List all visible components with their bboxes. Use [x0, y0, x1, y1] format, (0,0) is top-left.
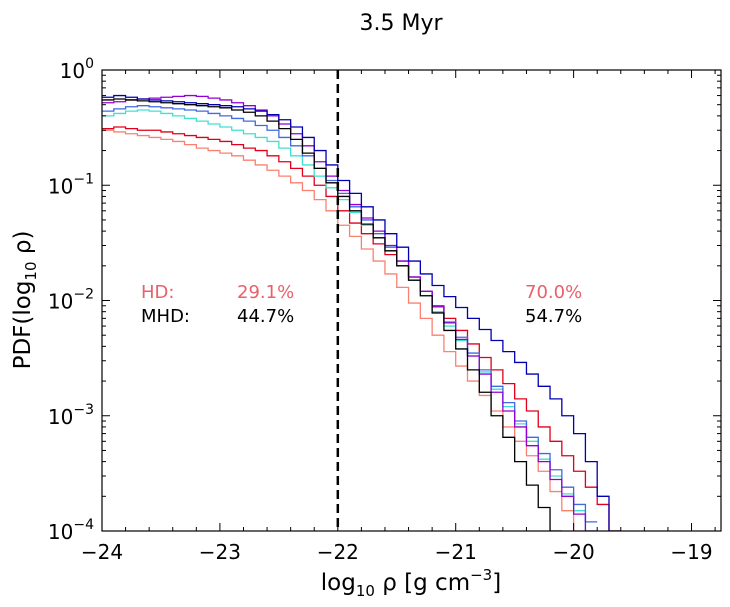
y-tick-exponent: −3 — [73, 402, 94, 418]
x-axis-label: log10 ρ [g cm−3] — [321, 566, 501, 600]
y-axis-label-sub: 10 — [22, 261, 40, 280]
y-tick-base: 10 — [48, 405, 73, 429]
mhd-below-percent: 44.7% — [237, 306, 294, 327]
y-tick-base: 10 — [60, 59, 85, 83]
hd-below-percent: 29.1% — [237, 282, 294, 303]
y-tick-exponent: −4 — [73, 517, 94, 533]
y-tick-exponent: 0 — [85, 56, 94, 72]
x-axis-label-log: log — [321, 570, 356, 596]
series-group — [102, 94, 621, 531]
x-axis-label-end: ] — [492, 570, 501, 596]
series-line-black — [102, 98, 562, 531]
x-tick-label: −24 — [81, 540, 123, 564]
x-tick-label: −21 — [435, 540, 477, 564]
x-tick-label: −23 — [199, 540, 241, 564]
x-tick-label: −19 — [670, 540, 712, 564]
series-line-red — [102, 126, 621, 531]
x-axis-label-sub: 10 — [356, 582, 375, 600]
y-axis-label-pdf: PDF(log — [10, 281, 36, 370]
mhd-label: MHD: — [141, 306, 190, 327]
x-tick-label: −20 — [553, 540, 595, 564]
hd-above-percent: 70.0% — [525, 282, 582, 303]
y-axis-label: PDF(log10 ρ) — [10, 231, 40, 370]
y-tick-exponent: −1 — [73, 171, 94, 187]
chart-title: 3.5 Myr — [359, 11, 443, 36]
y-tick-base: 10 — [48, 520, 73, 544]
plot-frame — [101, 69, 722, 532]
y-tick-label: 10−2 — [48, 287, 94, 314]
hd-label: HD: — [141, 282, 174, 303]
x-axis-label-sup: −3 — [470, 566, 492, 584]
y-tick-base: 10 — [48, 174, 73, 198]
y-tick-label: 10−3 — [48, 402, 94, 429]
y-axis-label-rho: ρ) — [10, 231, 36, 262]
mhd-above-percent: 54.7% — [525, 306, 582, 327]
x-axis-label-rho: ρ [g cm — [375, 570, 470, 596]
x-tick-label: −22 — [317, 540, 359, 564]
y-tick-exponent: −2 — [73, 287, 94, 303]
y-tick-label: 100 — [60, 56, 94, 83]
y-tick-label: 10−1 — [48, 171, 94, 198]
series-line-darkblue — [102, 94, 621, 531]
y-tick-base: 10 — [48, 290, 73, 314]
plot-area — [102, 70, 721, 531]
y-tick-label: 10−4 — [48, 517, 94, 544]
